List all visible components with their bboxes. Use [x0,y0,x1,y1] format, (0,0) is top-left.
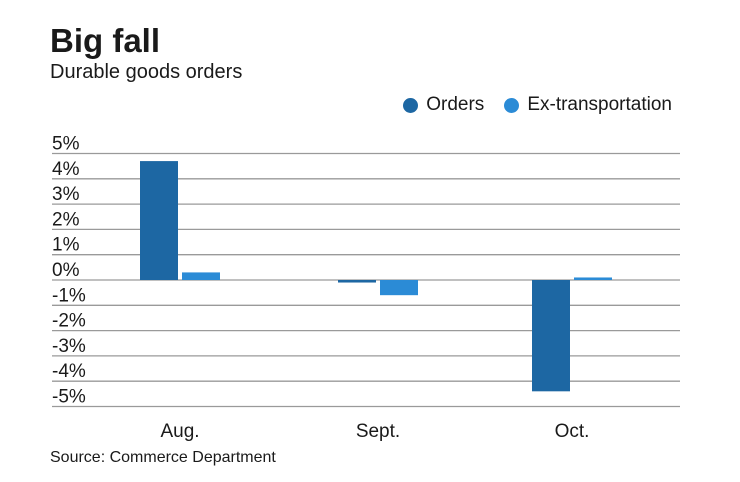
source-note: Source: Commerce Department [50,449,276,466]
x-tick-label: Sept. [356,421,400,442]
legend-item-ex-transportation: Ex-transportation [504,94,672,116]
y-tick-label: -5% [52,387,86,408]
bar-orders-oct [532,280,570,392]
bar-orders-aug [140,161,178,280]
legend-dot-orders [403,97,419,113]
y-tick-label: 1% [52,235,80,256]
y-tick-label: -4% [52,361,86,382]
chart-title: Big fall [50,22,161,59]
legend-label-ex-transportation: Ex-transportation [527,94,672,115]
bar-ex-transportation-aug [182,272,220,280]
y-tick-label: -1% [52,285,86,306]
y-tick-label: 4% [52,159,80,180]
legend-label-orders: Orders [426,94,485,115]
y-tick-label: -2% [52,311,86,332]
bar-ex-transportation-oct [574,277,612,280]
bar-orders-sept [338,280,376,283]
y-tick-label: -3% [52,336,86,357]
y-tick-label: 5% [52,134,80,155]
x-tick-label: Aug. [160,421,199,442]
bar-ex-transportation-sept [380,280,418,296]
x-tick-label: Oct. [555,421,590,442]
legend-item-orders: Orders [403,94,484,116]
y-tick-label: 0% [52,260,80,281]
chart-subtitle: Durable goods orders [50,61,243,83]
legend-dot-ex-transportation [504,97,520,113]
legend: Orders Ex-transportation [391,94,672,116]
y-tick-label: 3% [52,184,80,205]
y-tick-label: 2% [52,209,80,230]
